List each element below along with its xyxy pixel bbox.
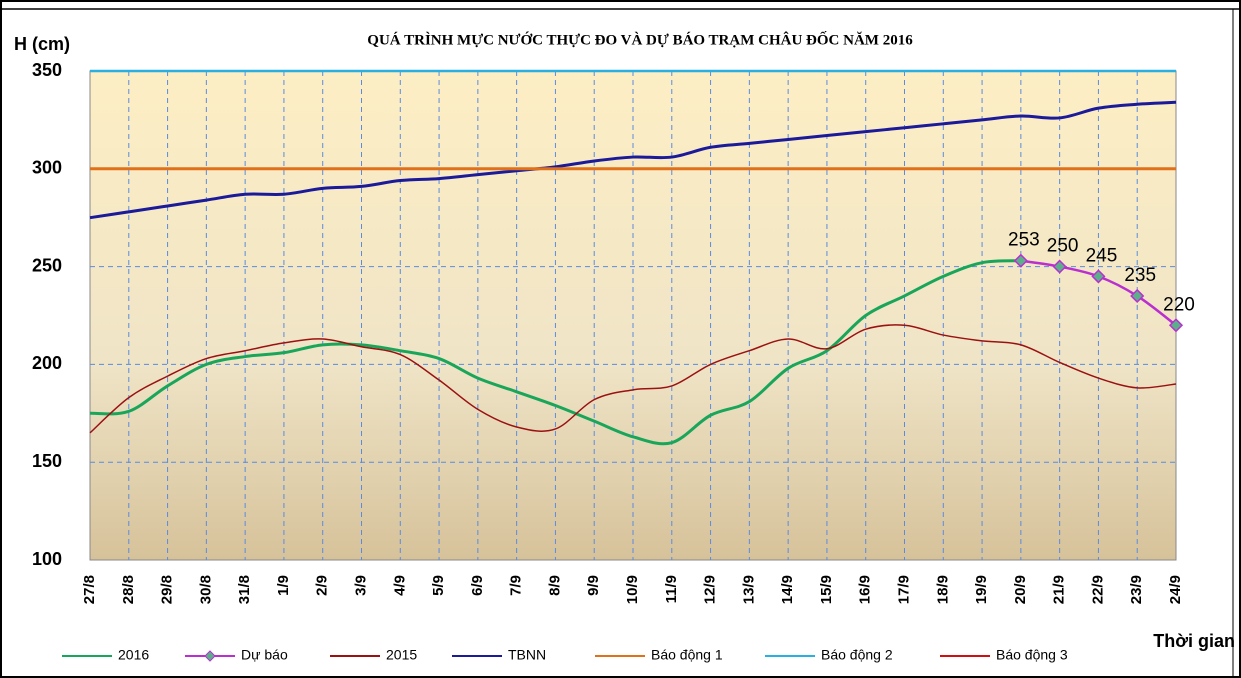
x-tick-label: 6/9: [469, 575, 486, 596]
x-tick-label: 19/9: [973, 575, 990, 604]
data-label: 220: [1163, 294, 1195, 315]
x-tick-label: 17/9: [895, 575, 912, 604]
marker: [1052, 259, 1067, 274]
series-line: [89, 259, 1021, 446]
x-tick-label: 15/9: [818, 575, 835, 604]
legend-label: Dự báo: [241, 647, 288, 663]
y-tick-label: 300: [32, 158, 62, 178]
y-tick-label: 350: [32, 60, 62, 80]
legend-label: 2016: [118, 647, 149, 663]
legend-label: Báo động 2: [821, 647, 893, 663]
legend-label: Báo động 1: [651, 647, 723, 663]
x-tick-label: 2/9: [314, 575, 331, 596]
series-line: [89, 324, 1177, 434]
x-tick-label: 29/8: [159, 575, 176, 604]
marker: [1013, 253, 1028, 268]
legend-label: Báo động 3: [996, 647, 1068, 663]
data-label: 250: [1047, 236, 1079, 257]
x-tick-label: 1/9: [275, 575, 292, 596]
legend-label: 2015: [386, 647, 417, 663]
marker: [1130, 288, 1145, 304]
x-tick-label: 28/8: [120, 575, 137, 604]
y-tick-label: 200: [32, 353, 62, 373]
legend-label: TBNN: [508, 647, 546, 663]
data-label: 253: [1008, 230, 1040, 251]
x-tick-label: 20/9: [1012, 575, 1029, 604]
y-tick-label: 100: [32, 549, 62, 569]
y-tick-label: 150: [32, 451, 62, 471]
y-tick-label: 250: [32, 255, 62, 275]
data-label: 235: [1124, 265, 1156, 286]
marker: [1168, 318, 1184, 333]
x-tick-label: 21/9: [1051, 575, 1068, 604]
marker: [1091, 269, 1106, 284]
x-tick-label: 5/9: [430, 575, 447, 596]
x-tick-label: 3/9: [352, 575, 369, 596]
x-tick-label: 9/9: [585, 575, 602, 596]
x-tick-label: 30/8: [197, 575, 214, 604]
x-tick-label: 7/9: [508, 575, 525, 596]
x-tick-label: 23/9: [1128, 575, 1145, 604]
x-tick-label: 27/8: [81, 575, 98, 604]
x-tick-label: 10/9: [624, 575, 641, 604]
x-tick-label: 11/9: [663, 575, 680, 603]
x-axis-label: Thời gian: [1153, 631, 1235, 651]
y-axis-label: H (cm): [14, 34, 70, 54]
x-tick-label: 18/9: [934, 575, 951, 604]
chart-title: QUÁ TRÌNH MỰC NƯỚC THỰC ĐO VÀ DỰ BÁO TRẠ…: [367, 30, 913, 48]
x-tick-label: 31/8: [236, 575, 253, 604]
x-tick-label: 14/9: [779, 575, 796, 604]
x-tick-label: 12/9: [702, 575, 719, 604]
data-label: 245: [1086, 245, 1118, 266]
x-tick-label: 4/9: [391, 575, 408, 596]
series-line: [89, 100, 1177, 220]
x-tick-label: 13/9: [740, 575, 757, 604]
x-tick-label: 16/9: [857, 575, 874, 604]
x-tick-label: 24/9: [1167, 575, 1184, 604]
legend-marker: [204, 650, 216, 662]
x-tick-label: 8/9: [546, 575, 563, 596]
x-tick-label: 22/9: [1089, 575, 1106, 604]
